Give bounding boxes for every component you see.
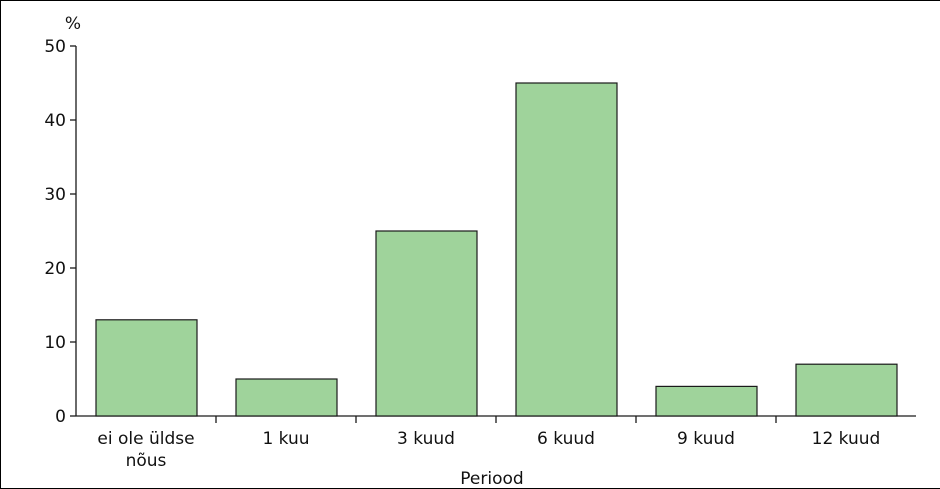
- x-category-label: 3 kuud: [397, 429, 455, 449]
- chart-axes: [70, 45, 916, 423]
- bar: [515, 82, 618, 417]
- y-tick-label: 50: [44, 37, 66, 57]
- x-axis-label: Periood: [460, 469, 523, 489]
- bar: [375, 230, 478, 417]
- x-category-label: 9 kuud: [677, 429, 735, 449]
- chart-bars: [95, 82, 898, 417]
- bar: [655, 385, 758, 417]
- y-tick-label: 40: [44, 111, 66, 131]
- y-tick-label: 20: [44, 259, 66, 279]
- bar: [235, 378, 338, 417]
- y-tick-label: 30: [44, 185, 66, 205]
- bar: [95, 319, 198, 417]
- y-tick-label: 0: [55, 407, 66, 427]
- x-category-label: 1 kuu: [262, 429, 309, 449]
- x-category-label: 12 kuud: [812, 429, 881, 449]
- chart-labels: 0 10 20 30 40 50 ei ole üldse nõus 1 kuu 3 kuud 6 …: [44, 37, 880, 471]
- y-axis-label: %: [65, 14, 81, 34]
- bar: [795, 363, 898, 417]
- x-category-label: 6 kuud: [537, 429, 595, 449]
- x-category-label: ei ole üldse nõus: [97, 429, 194, 471]
- y-tick-label: 10: [44, 333, 66, 353]
